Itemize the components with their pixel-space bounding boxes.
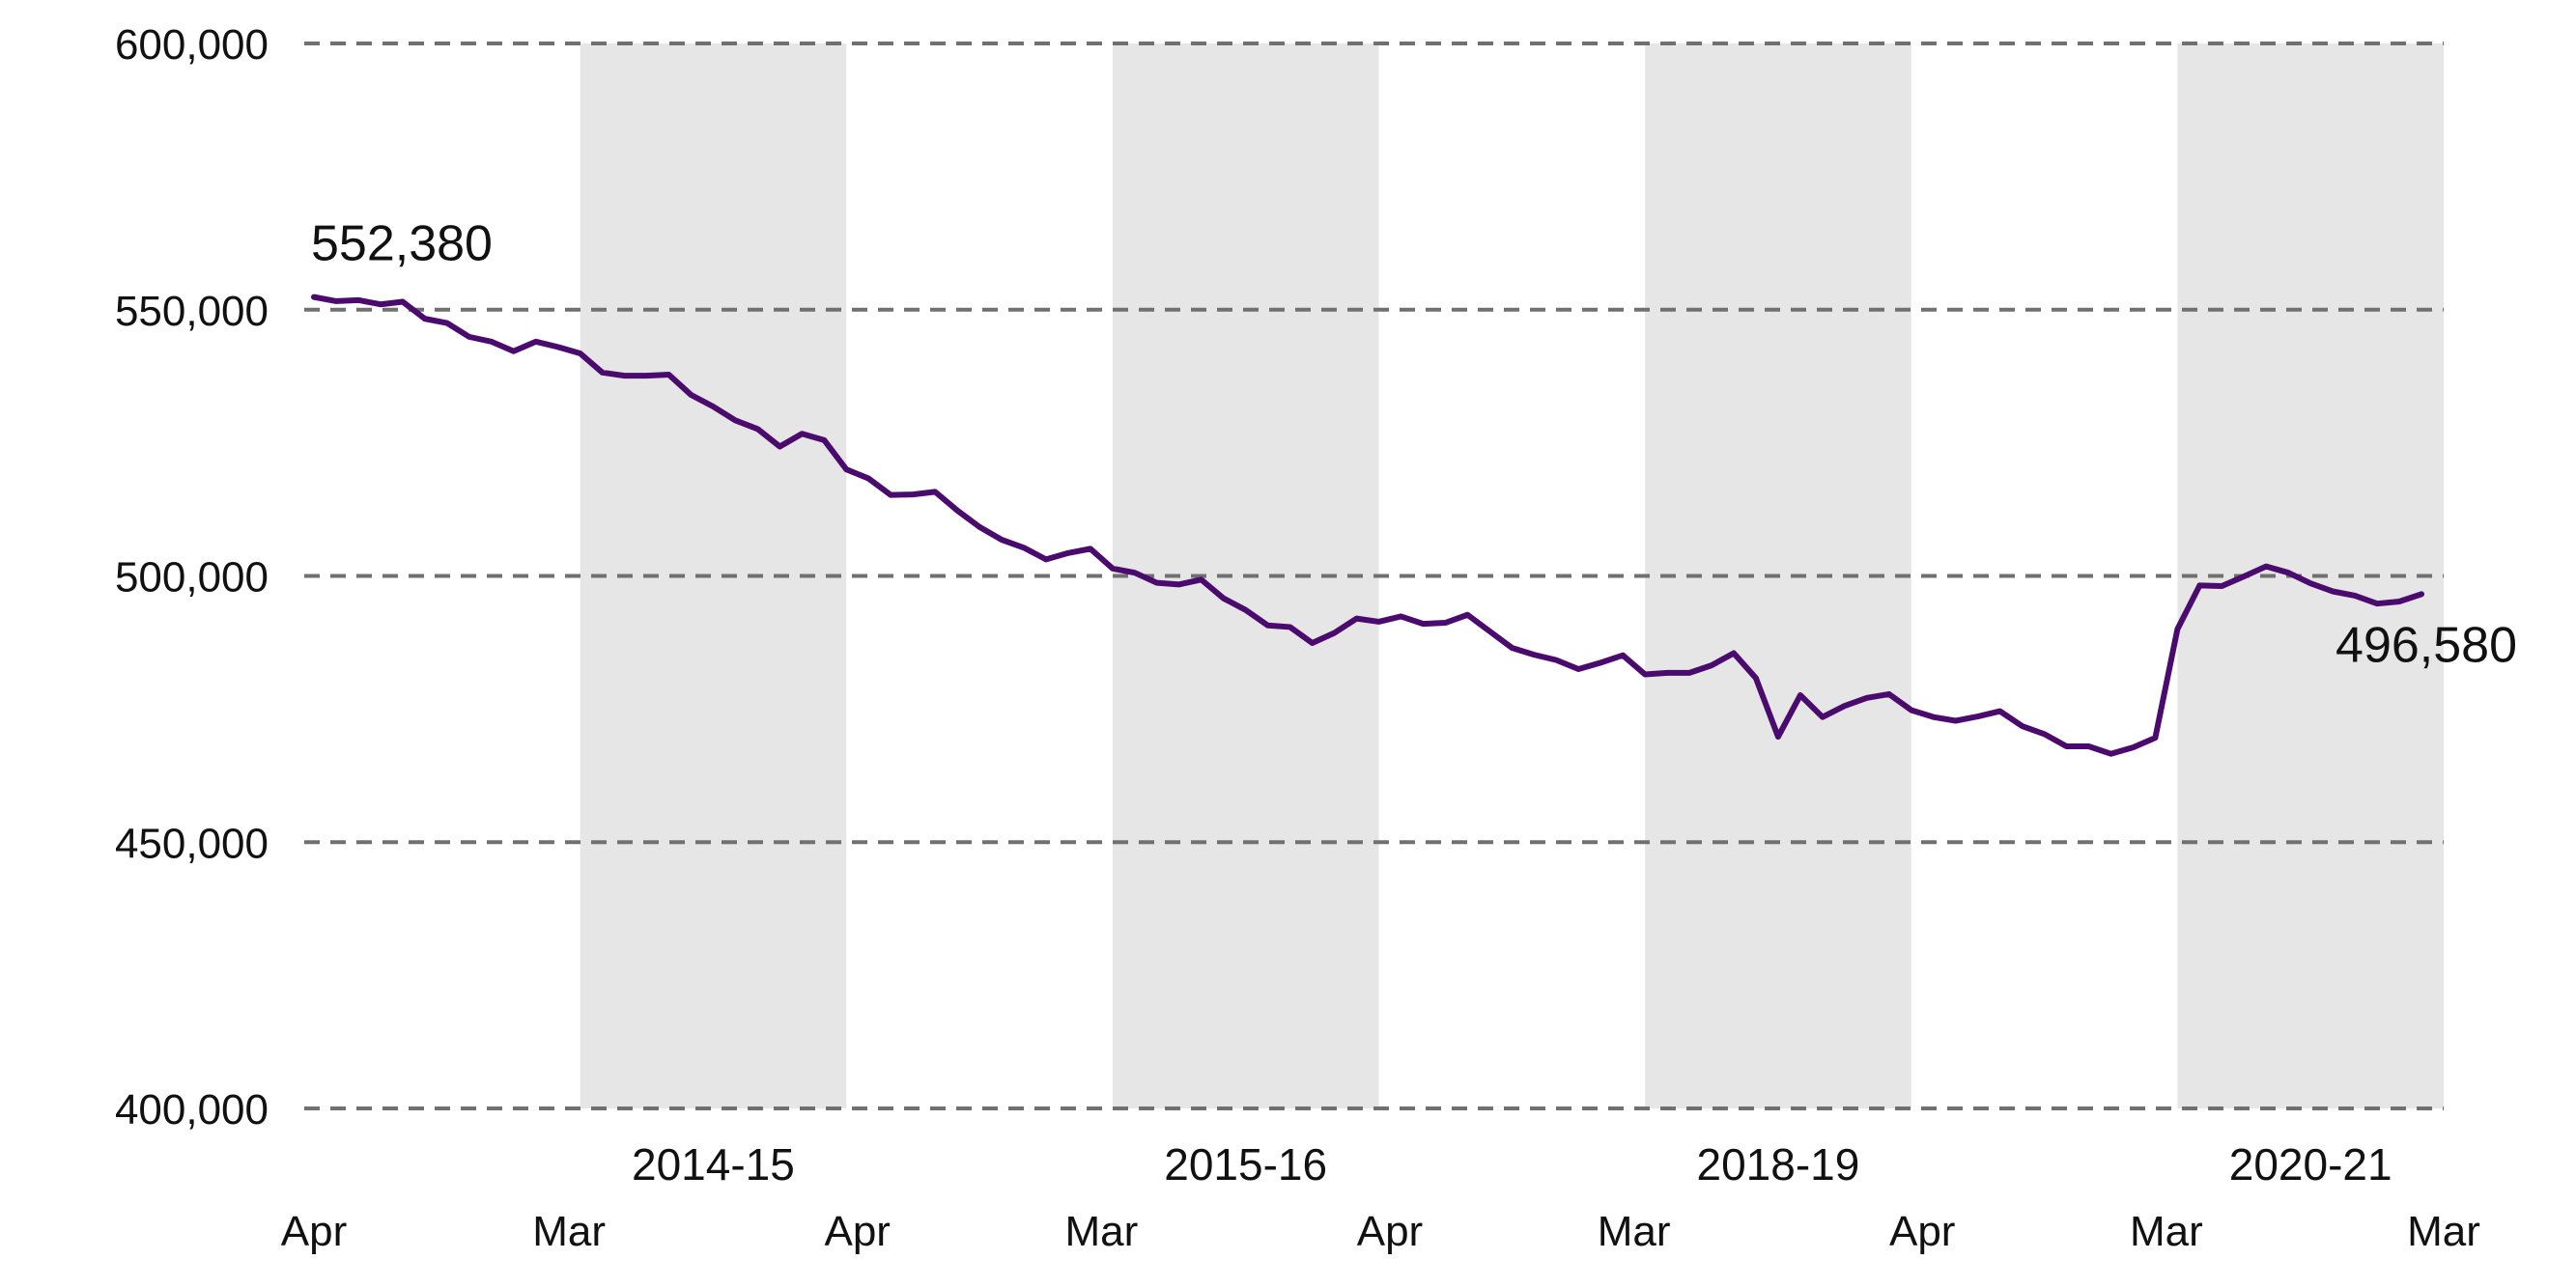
y-tick-label: 400,000 bbox=[115, 1086, 269, 1134]
month-label: Mar bbox=[2130, 1208, 2203, 1255]
band-label: 2015-16 bbox=[1164, 1139, 1327, 1190]
band-labels: 2014-15 2015-16 2018-19 2020-21 bbox=[632, 1139, 2392, 1190]
month-label: Mar bbox=[532, 1208, 606, 1255]
month-label: Mar bbox=[1598, 1208, 1671, 1255]
y-tick-label: 550,000 bbox=[115, 288, 269, 335]
y-axis-tick-labels: 400,000 450,000 500,000 550,000 600,000 bbox=[115, 21, 269, 1134]
band-label: 2018-19 bbox=[1697, 1139, 1860, 1190]
series-line bbox=[311, 294, 2425, 757]
y-tick-label: 600,000 bbox=[115, 21, 269, 69]
y-tick-label: 450,000 bbox=[115, 820, 269, 867]
x-axis-month-labels: Apr Mar Apr Mar Apr Mar Apr Mar Mar bbox=[281, 1208, 2480, 1255]
data-label: 552,380 bbox=[311, 216, 493, 272]
data-labels: 552,380 496,580 bbox=[311, 216, 2517, 674]
month-label: Mar bbox=[1065, 1208, 1139, 1255]
gridlines bbox=[304, 42, 2444, 1110]
band-label: 2014-15 bbox=[632, 1139, 795, 1190]
month-label: Apr bbox=[1357, 1208, 1423, 1255]
month-label: Mar bbox=[2407, 1208, 2480, 1255]
y-tick-label: 500,000 bbox=[115, 554, 269, 602]
band-label: 2020-21 bbox=[2229, 1139, 2392, 1190]
month-label: Apr bbox=[281, 1208, 347, 1255]
month-label: Apr bbox=[824, 1208, 890, 1255]
month-label: Apr bbox=[1889, 1208, 1955, 1255]
data-label: 496,580 bbox=[2335, 617, 2517, 673]
series-lines bbox=[311, 294, 2425, 757]
